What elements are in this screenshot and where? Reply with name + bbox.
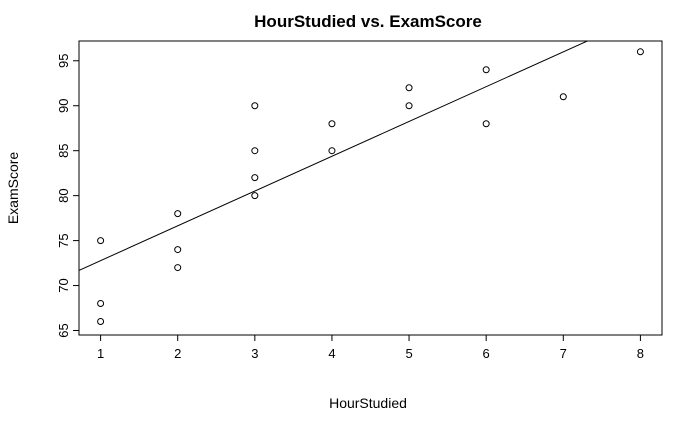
regression-line (79, 41, 589, 271)
x-tick-label: 1 (97, 346, 104, 361)
data-point (174, 264, 182, 272)
data-point (251, 174, 259, 182)
x-tick-label: 6 (483, 346, 490, 361)
data-point (97, 237, 105, 245)
data-point (328, 120, 336, 128)
data-point (97, 300, 105, 308)
data-point (174, 210, 182, 218)
data-point (559, 93, 567, 101)
y-axis: 65 70 75 80 85 90 95 (56, 54, 79, 338)
plot-area-frame (78, 40, 663, 336)
data-point (174, 246, 182, 254)
y-tick-label: 95 (56, 54, 71, 68)
y-tick-label: 85 (56, 143, 71, 157)
y-tick-label: 80 (56, 188, 71, 202)
y-tick-label: 70 (56, 278, 71, 292)
x-tick-label: 5 (405, 346, 412, 361)
data-point (482, 66, 490, 74)
data-point (328, 147, 336, 155)
y-tick-label: 75 (56, 233, 71, 247)
y-tick-label: 65 (56, 323, 71, 337)
data-point (97, 318, 105, 326)
x-axis: 1 2 3 4 5 6 7 8 (97, 335, 644, 361)
x-tick-label: 3 (251, 346, 258, 361)
data-point (405, 102, 413, 110)
x-tick-label: 7 (560, 346, 567, 361)
data-point (251, 102, 259, 110)
chart-title: HourStudied vs. ExamScore (254, 12, 482, 31)
data-point (251, 192, 259, 200)
x-axis-label: HourStudied (329, 395, 407, 411)
y-tick-label: 90 (56, 98, 71, 112)
data-point (405, 84, 413, 92)
x-tick-label: 4 (328, 346, 335, 361)
data-point (636, 48, 644, 56)
plot-marks (79, 41, 644, 326)
data-point (251, 147, 259, 155)
y-axis-label: ExamScore (5, 152, 21, 225)
x-tick-label: 8 (637, 346, 644, 361)
x-tick-label: 2 (174, 346, 181, 361)
data-point (482, 120, 490, 128)
